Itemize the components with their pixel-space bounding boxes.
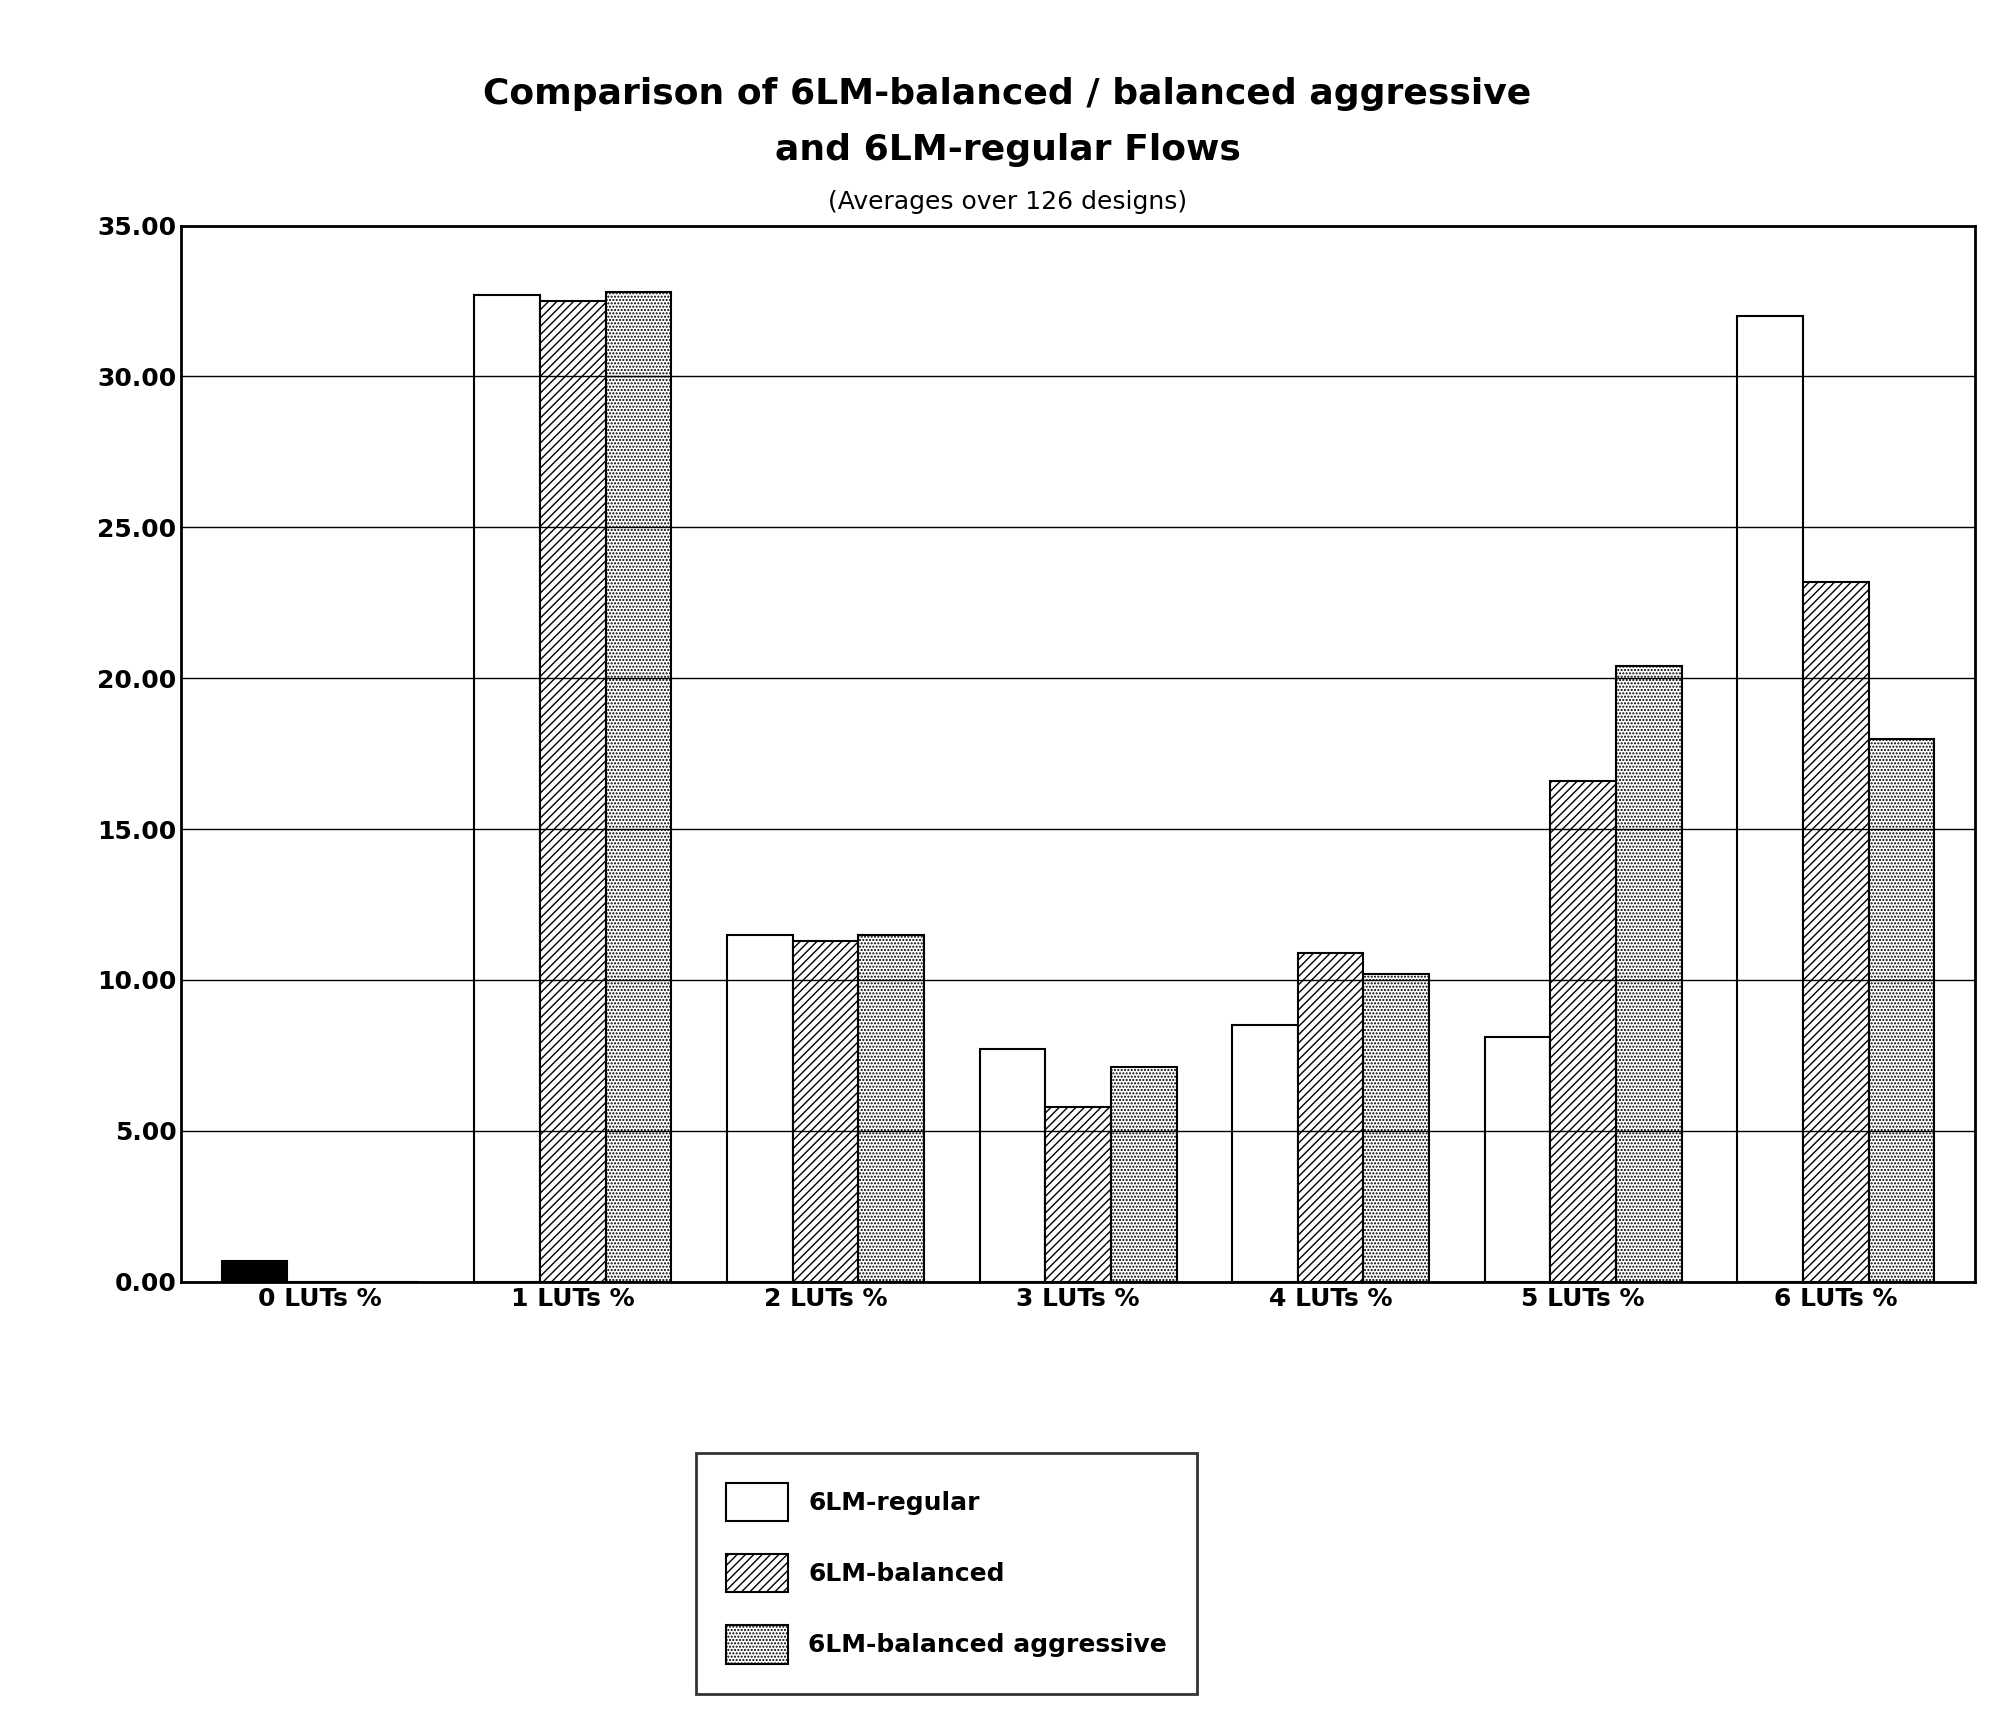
Bar — [1231, 1025, 1297, 1282]
Bar — [222, 1261, 288, 1282]
Bar — [606, 292, 671, 1282]
Bar — [1363, 974, 1428, 1282]
Bar — [473, 296, 540, 1282]
Bar — [858, 935, 924, 1282]
Bar — [1484, 1037, 1549, 1282]
Bar — [1297, 954, 1363, 1282]
Bar — [1803, 581, 1867, 1282]
Bar — [540, 301, 606, 1282]
Bar — [979, 1049, 1045, 1282]
Bar — [1549, 781, 1615, 1282]
Text: Comparison of 6LM-balanced / balanced aggressive: Comparison of 6LM-balanced / balanced ag… — [483, 77, 1531, 111]
Text: (Averages over 126 designs): (Averages over 126 designs) — [828, 190, 1186, 214]
Bar — [1615, 667, 1682, 1282]
Bar — [1110, 1068, 1176, 1282]
Bar — [1045, 1107, 1110, 1282]
Bar — [1867, 738, 1933, 1282]
Bar — [792, 940, 858, 1282]
Bar — [727, 935, 792, 1282]
Text: and 6LM-regular Flows: and 6LM-regular Flows — [773, 133, 1241, 167]
Legend: 6LM-regular, 6LM-balanced, 6LM-balanced aggressive: 6LM-regular, 6LM-balanced, 6LM-balanced … — [695, 1453, 1196, 1694]
Bar — [1736, 316, 1803, 1282]
